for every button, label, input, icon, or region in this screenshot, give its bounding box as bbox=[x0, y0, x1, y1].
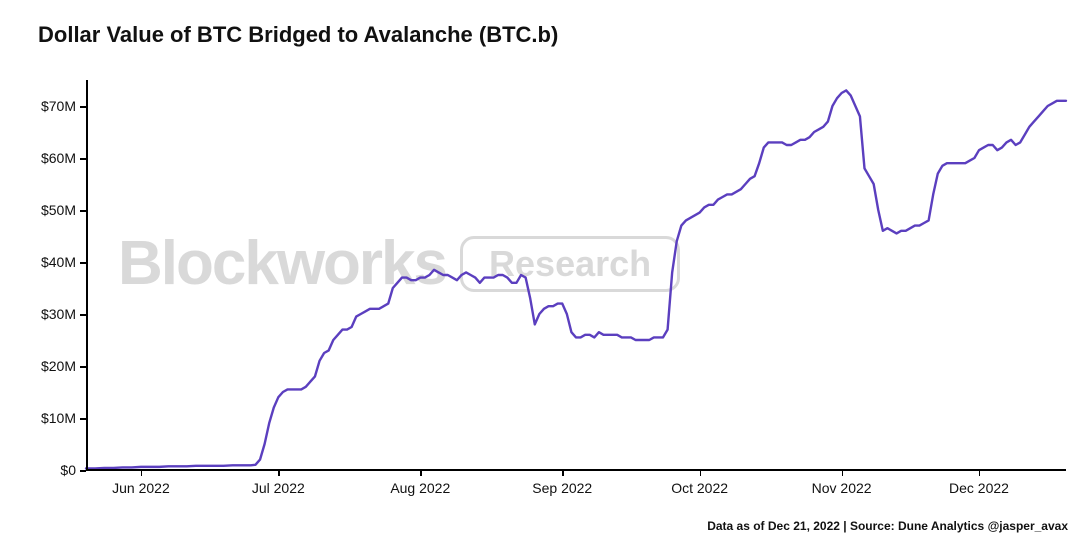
x-tick-label: Oct 2022 bbox=[660, 480, 740, 496]
y-tick-mark bbox=[80, 210, 86, 212]
x-tick-label: Dec 2022 bbox=[939, 480, 1019, 496]
y-tick-mark bbox=[80, 470, 86, 472]
chart-footer: Data as of Dec 21, 2022 | Source: Dune A… bbox=[707, 519, 1068, 533]
x-tick-mark bbox=[420, 470, 422, 476]
x-tick-label: Jun 2022 bbox=[101, 480, 181, 496]
y-tick-label: $30M bbox=[16, 306, 76, 322]
y-tick-label: $70M bbox=[16, 98, 76, 114]
y-tick-mark bbox=[80, 158, 86, 160]
y-tick-mark bbox=[80, 106, 86, 108]
y-tick-mark bbox=[80, 262, 86, 264]
y-tick-mark bbox=[80, 314, 86, 316]
y-tick-label: $40M bbox=[16, 254, 76, 270]
y-tick-label: $0 bbox=[16, 462, 76, 478]
x-tick-mark bbox=[979, 470, 981, 476]
x-tick-label: Aug 2022 bbox=[380, 480, 460, 496]
x-tick-mark bbox=[562, 470, 564, 476]
series-line bbox=[86, 90, 1066, 468]
y-tick-label: $20M bbox=[16, 358, 76, 374]
line-layer bbox=[86, 80, 1066, 470]
y-tick-label: $60M bbox=[16, 150, 76, 166]
y-tick-label: $50M bbox=[16, 202, 76, 218]
x-tick-label: Sep 2022 bbox=[522, 480, 602, 496]
y-tick-mark bbox=[80, 366, 86, 368]
x-axis-line bbox=[86, 469, 1066, 471]
y-tick-mark bbox=[80, 418, 86, 420]
x-tick-mark bbox=[700, 470, 702, 476]
x-tick-mark bbox=[141, 470, 143, 476]
y-tick-label: $10M bbox=[16, 410, 76, 426]
plot-area: $0$10M$20M$30M$40M$50M$60M$70M Jun 2022J… bbox=[86, 80, 1066, 470]
x-tick-mark bbox=[842, 470, 844, 476]
x-tick-label: Jul 2022 bbox=[238, 480, 318, 496]
x-tick-mark bbox=[278, 470, 280, 476]
chart-container: Dollar Value of BTC Bridged to Avalanche… bbox=[0, 0, 1090, 545]
y-axis-line bbox=[86, 80, 88, 470]
chart-title: Dollar Value of BTC Bridged to Avalanche… bbox=[38, 22, 558, 48]
x-tick-label: Nov 2022 bbox=[802, 480, 882, 496]
